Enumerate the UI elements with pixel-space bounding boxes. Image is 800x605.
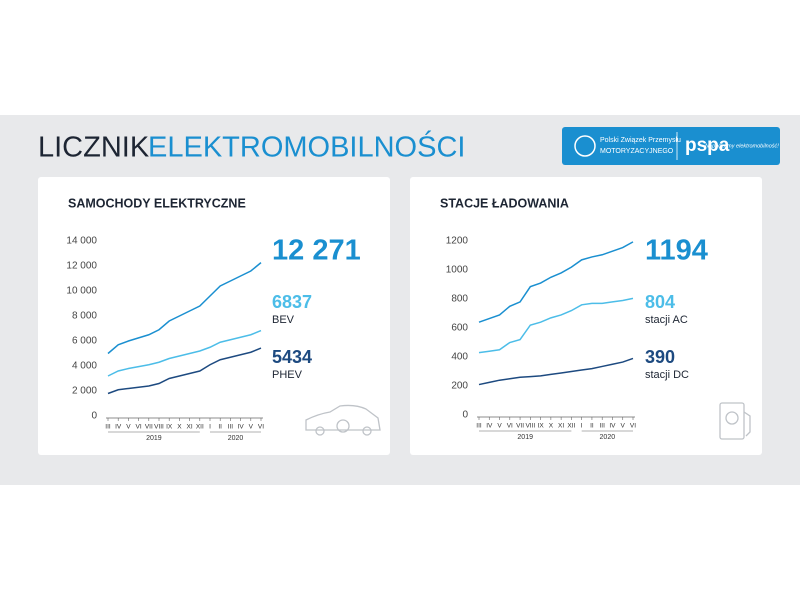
x-tick-label: XII xyxy=(196,424,204,431)
x-tick-label: III xyxy=(599,423,605,430)
value-label: 5434 xyxy=(272,347,312,367)
y-tick-label: 1200 xyxy=(446,236,469,247)
series-line xyxy=(107,262,262,355)
y-tick-label: 6 000 xyxy=(72,336,97,347)
x-tick-label: VIII xyxy=(525,423,535,430)
x-tick-label: X xyxy=(549,423,554,430)
y-tick-label: 12 000 xyxy=(66,261,97,272)
x-tick-label: IV xyxy=(238,424,245,431)
legend-label: PHEV xyxy=(272,369,303,381)
y-tick-label: 600 xyxy=(451,323,468,334)
series-line xyxy=(478,241,634,323)
year-label: 2020 xyxy=(600,434,616,441)
card xyxy=(38,177,390,455)
chart-title: STACJE ŁADOWANIA xyxy=(440,196,569,210)
car-icon xyxy=(305,404,381,436)
x-tick-label: VIII xyxy=(154,424,164,431)
y-tick-label: 200 xyxy=(451,381,468,392)
y-tick-label: 400 xyxy=(451,352,468,363)
x-tick-label: IV xyxy=(486,423,493,430)
value-label: 6837 xyxy=(272,292,312,312)
x-tick-label: VI xyxy=(136,424,142,431)
y-tick-label: 4 000 xyxy=(72,361,97,372)
x-tick-label: V xyxy=(249,424,254,431)
logo-box xyxy=(562,127,780,165)
x-tick-label: III xyxy=(105,424,111,431)
y-tick-label: 0 xyxy=(462,410,468,421)
legend-label: stacji AC xyxy=(645,314,688,326)
year-label: 2020 xyxy=(228,435,244,442)
x-tick-label: VI xyxy=(258,424,264,431)
x-tick-label: II xyxy=(590,423,594,430)
x-tick-label: VII xyxy=(516,423,524,430)
year-label: 2019 xyxy=(146,435,162,442)
card xyxy=(410,177,762,455)
x-tick-label: X xyxy=(177,424,182,431)
x-tick-label: III xyxy=(228,424,234,431)
x-tick-label: IX xyxy=(538,423,545,430)
y-tick-label: 8 000 xyxy=(72,311,97,322)
series-line xyxy=(107,329,262,377)
logo-slogan: Napędzamy elektromobilność! xyxy=(705,143,779,149)
series-line xyxy=(478,297,634,354)
x-tick-label: V xyxy=(126,424,131,431)
charger-icon xyxy=(719,402,751,440)
x-tick-label: IV xyxy=(609,423,616,430)
y-tick-label: 2 000 xyxy=(72,386,97,397)
legend-label: BEV xyxy=(272,314,295,326)
series-line xyxy=(478,357,634,386)
x-tick-label: V xyxy=(497,423,502,430)
value-label: 12 271 xyxy=(272,235,361,267)
series-line xyxy=(107,347,262,395)
x-tick-label: V xyxy=(621,423,626,430)
value-label: 804 xyxy=(645,292,675,312)
logo-icon xyxy=(574,135,596,157)
x-tick-label: III xyxy=(476,423,482,430)
value-label: 1194 xyxy=(645,235,708,267)
x-tick-label: XI xyxy=(558,423,564,430)
x-tick-label: VI xyxy=(630,423,636,430)
x-tick-label: IX xyxy=(166,424,173,431)
x-tick-label: XII xyxy=(567,423,575,430)
y-tick-label: 1000 xyxy=(446,265,469,276)
x-tick-label: I xyxy=(209,424,211,431)
value-label: 390 xyxy=(645,347,675,367)
x-tick-label: IV xyxy=(115,424,122,431)
x-tick-label: XI xyxy=(187,424,193,431)
x-tick-label: II xyxy=(218,424,222,431)
title-dark: LICZNIK xyxy=(38,132,150,164)
title-blue: ELEKTROMOBILNOŚCI xyxy=(148,130,465,164)
logo-org-1: Polski Związek Przemysłu xyxy=(600,137,681,144)
y-tick-label: 800 xyxy=(451,294,468,305)
x-tick-label: VII xyxy=(145,424,153,431)
y-tick-label: 14 000 xyxy=(66,236,97,247)
y-tick-label: 10 000 xyxy=(66,286,97,297)
x-tick-label: VI xyxy=(507,423,513,430)
legend-label: stacji DC xyxy=(645,369,689,381)
logo-brand: pspa xyxy=(685,135,730,156)
x-tick-label: I xyxy=(581,423,583,430)
logo-org-2: MOTORYZACYJNEGO xyxy=(600,148,674,155)
chart-title: SAMOCHODY ELEKTRYCZNE xyxy=(68,196,246,210)
year-label: 2019 xyxy=(517,434,533,441)
y-tick-label: 0 xyxy=(91,411,97,422)
